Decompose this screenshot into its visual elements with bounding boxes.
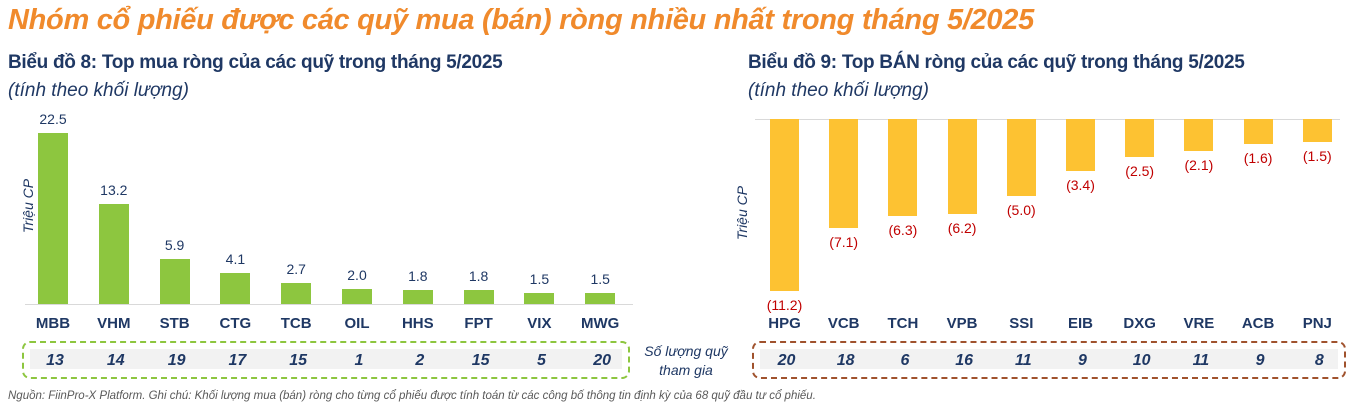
x-tick-label: STB	[159, 315, 190, 332]
fund-count-legend-line2: tham gia	[659, 362, 713, 378]
bar-pnj	[1302, 119, 1332, 143]
x-tick-label: ACB	[1241, 315, 1275, 332]
fund-count: 14	[106, 352, 125, 369]
fund-count: 15	[471, 352, 490, 369]
data-label: (11.2)	[766, 297, 803, 313]
data-label: 2.0	[347, 266, 367, 283]
bar-vcb	[829, 119, 859, 229]
data-label: (2.5)	[1125, 163, 1155, 180]
fund-count: 15	[289, 352, 308, 369]
fund-count: 17	[228, 352, 247, 369]
data-label: 1.8	[408, 268, 428, 285]
fund-count: 18	[836, 352, 855, 369]
data-label: (1.5)	[1302, 148, 1332, 165]
fund-count: 13	[46, 352, 64, 369]
data-label: 1.5	[590, 270, 610, 287]
bar-oil	[342, 288, 372, 304]
x-tick-label: FPT	[464, 315, 493, 332]
x-tick-label: VHM	[97, 315, 131, 332]
fund-count: 20	[777, 352, 796, 369]
data-label: (2.1)	[1184, 157, 1214, 174]
x-tick-label: VRE	[1183, 315, 1215, 332]
x-tick-label: MWG	[581, 315, 620, 332]
x-tick-label: CTG	[219, 315, 252, 332]
x-tick-label: SSI	[1009, 315, 1034, 332]
bar-hhs	[402, 290, 433, 304]
data-label: 4.1	[225, 250, 246, 267]
bar-mbb	[38, 133, 68, 304]
data-label: (6.3)	[888, 221, 918, 238]
bar-mwg	[585, 292, 616, 304]
sell-fund-count-strip	[760, 349, 1338, 369]
x-tick-label: PNJ	[1302, 315, 1332, 332]
bar-ssi	[1006, 119, 1036, 196]
bar-tch	[888, 119, 918, 216]
fund-count-legend: Số lượng quỹ tham gia	[633, 342, 739, 380]
buy-chart-subtitle: (tính theo khối lượng)	[8, 80, 189, 101]
data-label: 22.5	[39, 111, 67, 127]
bar-dxg	[1125, 119, 1155, 158]
data-label: (3.4)	[1066, 177, 1095, 194]
data-label: 1.5	[529, 270, 550, 287]
buy-fund-count-strip	[30, 349, 622, 369]
data-label: (7.1)	[829, 234, 859, 251]
sell-fund-count-box: 20 18 6 16 11 9 10 11 9 8	[752, 341, 1346, 379]
source-note: Nguồn: FiinPro-X Platform. Ghi chú: Khối…	[8, 390, 816, 402]
fund-count: 5	[536, 352, 546, 369]
bar-acb	[1243, 119, 1273, 144]
fund-count: 1	[354, 352, 364, 369]
buy-x-axis	[25, 304, 633, 305]
x-tick-label: VIX	[527, 315, 552, 332]
fund-count: 11	[1014, 352, 1032, 369]
x-tick-label: VCB	[827, 315, 860, 332]
x-tick-label: DXG	[1123, 315, 1156, 332]
bar-tcb	[281, 283, 312, 304]
bar-vix	[524, 292, 555, 304]
data-label: (6.2)	[947, 220, 977, 237]
sell-chart-subtitle: (tính theo khối lượng)	[748, 80, 929, 101]
x-tick-label: HPG	[768, 315, 801, 332]
buy-chart-plot: 22.5 MBB 13.2 VHM 5.9 STB 4.1 CTG 2.7 TCB 2.0 OIL 1.…	[0, 0, 640, 340]
sell-x-axis	[755, 119, 1340, 120]
data-label: (1.6)	[1243, 149, 1273, 166]
bar-eib	[1066, 119, 1095, 172]
buy-fund-count-box: 13 14 19 17 15 1 2 15 5 20	[22, 341, 630, 379]
fund-count-legend-line1: Số lượng quỹ	[644, 343, 728, 359]
sell-chart-plot: (11.2) HPG (7.1) VCB (6.3) TCH (6.2) VPB (5.0) SS…	[755, 119, 1340, 332]
x-tick-label: VPB	[946, 315, 978, 332]
x-tick-label: TCH	[887, 315, 919, 332]
x-tick-label: EIB	[1067, 315, 1093, 332]
x-tick-label: OIL	[344, 315, 370, 332]
fund-count: 20	[593, 352, 612, 369]
fund-count: 6	[900, 352, 910, 369]
bar-vre	[1184, 119, 1214, 152]
bar-hpg	[770, 119, 799, 291]
buy-chart-title: Biểu đồ 8: Top mua ròng của các quỹ tron…	[8, 52, 503, 73]
fund-count: 16	[955, 352, 973, 369]
bar-ctg	[220, 272, 251, 304]
x-tick-label: HHS	[401, 315, 434, 332]
bar-fpt	[463, 290, 494, 304]
data-label: 1.8	[468, 268, 489, 285]
page-title: Nhóm cổ phiếu được các quỹ mua (bán) ròn…	[8, 4, 1034, 36]
x-tick-label: MBB	[35, 315, 71, 332]
bar-vpb	[947, 119, 977, 215]
x-tick-label: TCB	[280, 315, 312, 332]
data-label: 13.2	[100, 181, 128, 198]
fund-count: 11	[1192, 352, 1210, 369]
fund-count: 8	[1314, 352, 1324, 369]
data-label: 2.7	[286, 261, 306, 278]
fund-count: 19	[167, 352, 186, 369]
data-label: (5.0)	[1006, 201, 1036, 218]
bar-vhm	[98, 203, 129, 304]
fund-count: 10	[1132, 352, 1151, 369]
fund-count: 2	[415, 352, 425, 369]
bar-stb	[159, 259, 190, 304]
data-label: 5.9	[164, 237, 185, 254]
fund-count: 9	[1255, 352, 1265, 369]
sell-chart-title: Biểu đồ 9: Top BÁN ròng của các quỹ tron…	[748, 52, 1245, 73]
fund-count: 9	[1078, 352, 1087, 369]
